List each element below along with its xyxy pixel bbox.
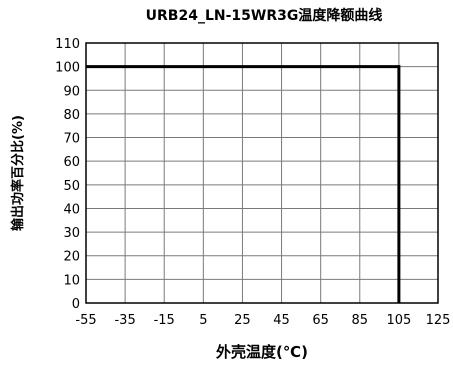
y-tick-label: 40 [63, 202, 80, 217]
derating-curve-line [86, 65, 401, 303]
x-tick-label: 125 [426, 313, 451, 328]
x-tick-label: 105 [386, 313, 411, 328]
y-tick-label: 0 [72, 297, 80, 312]
y-tick-label: 20 [63, 250, 80, 265]
x-tick-label: 25 [234, 313, 251, 328]
y-tick-label: 80 [63, 108, 80, 123]
series-layer [86, 65, 401, 303]
x-tick-label: -35 [114, 313, 135, 328]
y-tick-label: 30 [63, 226, 80, 241]
y-tick-labels: 0 10 20 30 40 50 60 70 80 90 100 110 [55, 37, 80, 312]
x-axis-label: 外壳温度(℃) [215, 343, 308, 361]
y-tick-label: 50 [63, 179, 80, 194]
x-tick-label: 5 [199, 313, 207, 328]
y-tick-label: 70 [63, 132, 80, 147]
chart-title: URB24_LN-15WR3G温度降额曲线 [146, 7, 383, 24]
grid-lines [86, 43, 438, 303]
x-tick-label: -15 [154, 313, 175, 328]
x-tick-label: 65 [312, 313, 329, 328]
y-tick-label: 110 [55, 37, 80, 52]
y-tick-label: 90 [63, 84, 80, 99]
y-tick-label: 100 [55, 61, 80, 76]
x-tick-label: 45 [273, 313, 290, 328]
y-tick-label: 10 [63, 273, 80, 288]
plot-area-frame [85, 42, 439, 304]
y-axis-label: 输出功率百分比(%) [10, 115, 26, 231]
x-tick-labels: -55 -35 -15 5 25 45 65 85 105 125 [75, 313, 450, 328]
x-tick-label: 85 [352, 313, 369, 328]
y-tick-label: 60 [63, 155, 80, 170]
x-tick-label: -55 [75, 313, 96, 328]
